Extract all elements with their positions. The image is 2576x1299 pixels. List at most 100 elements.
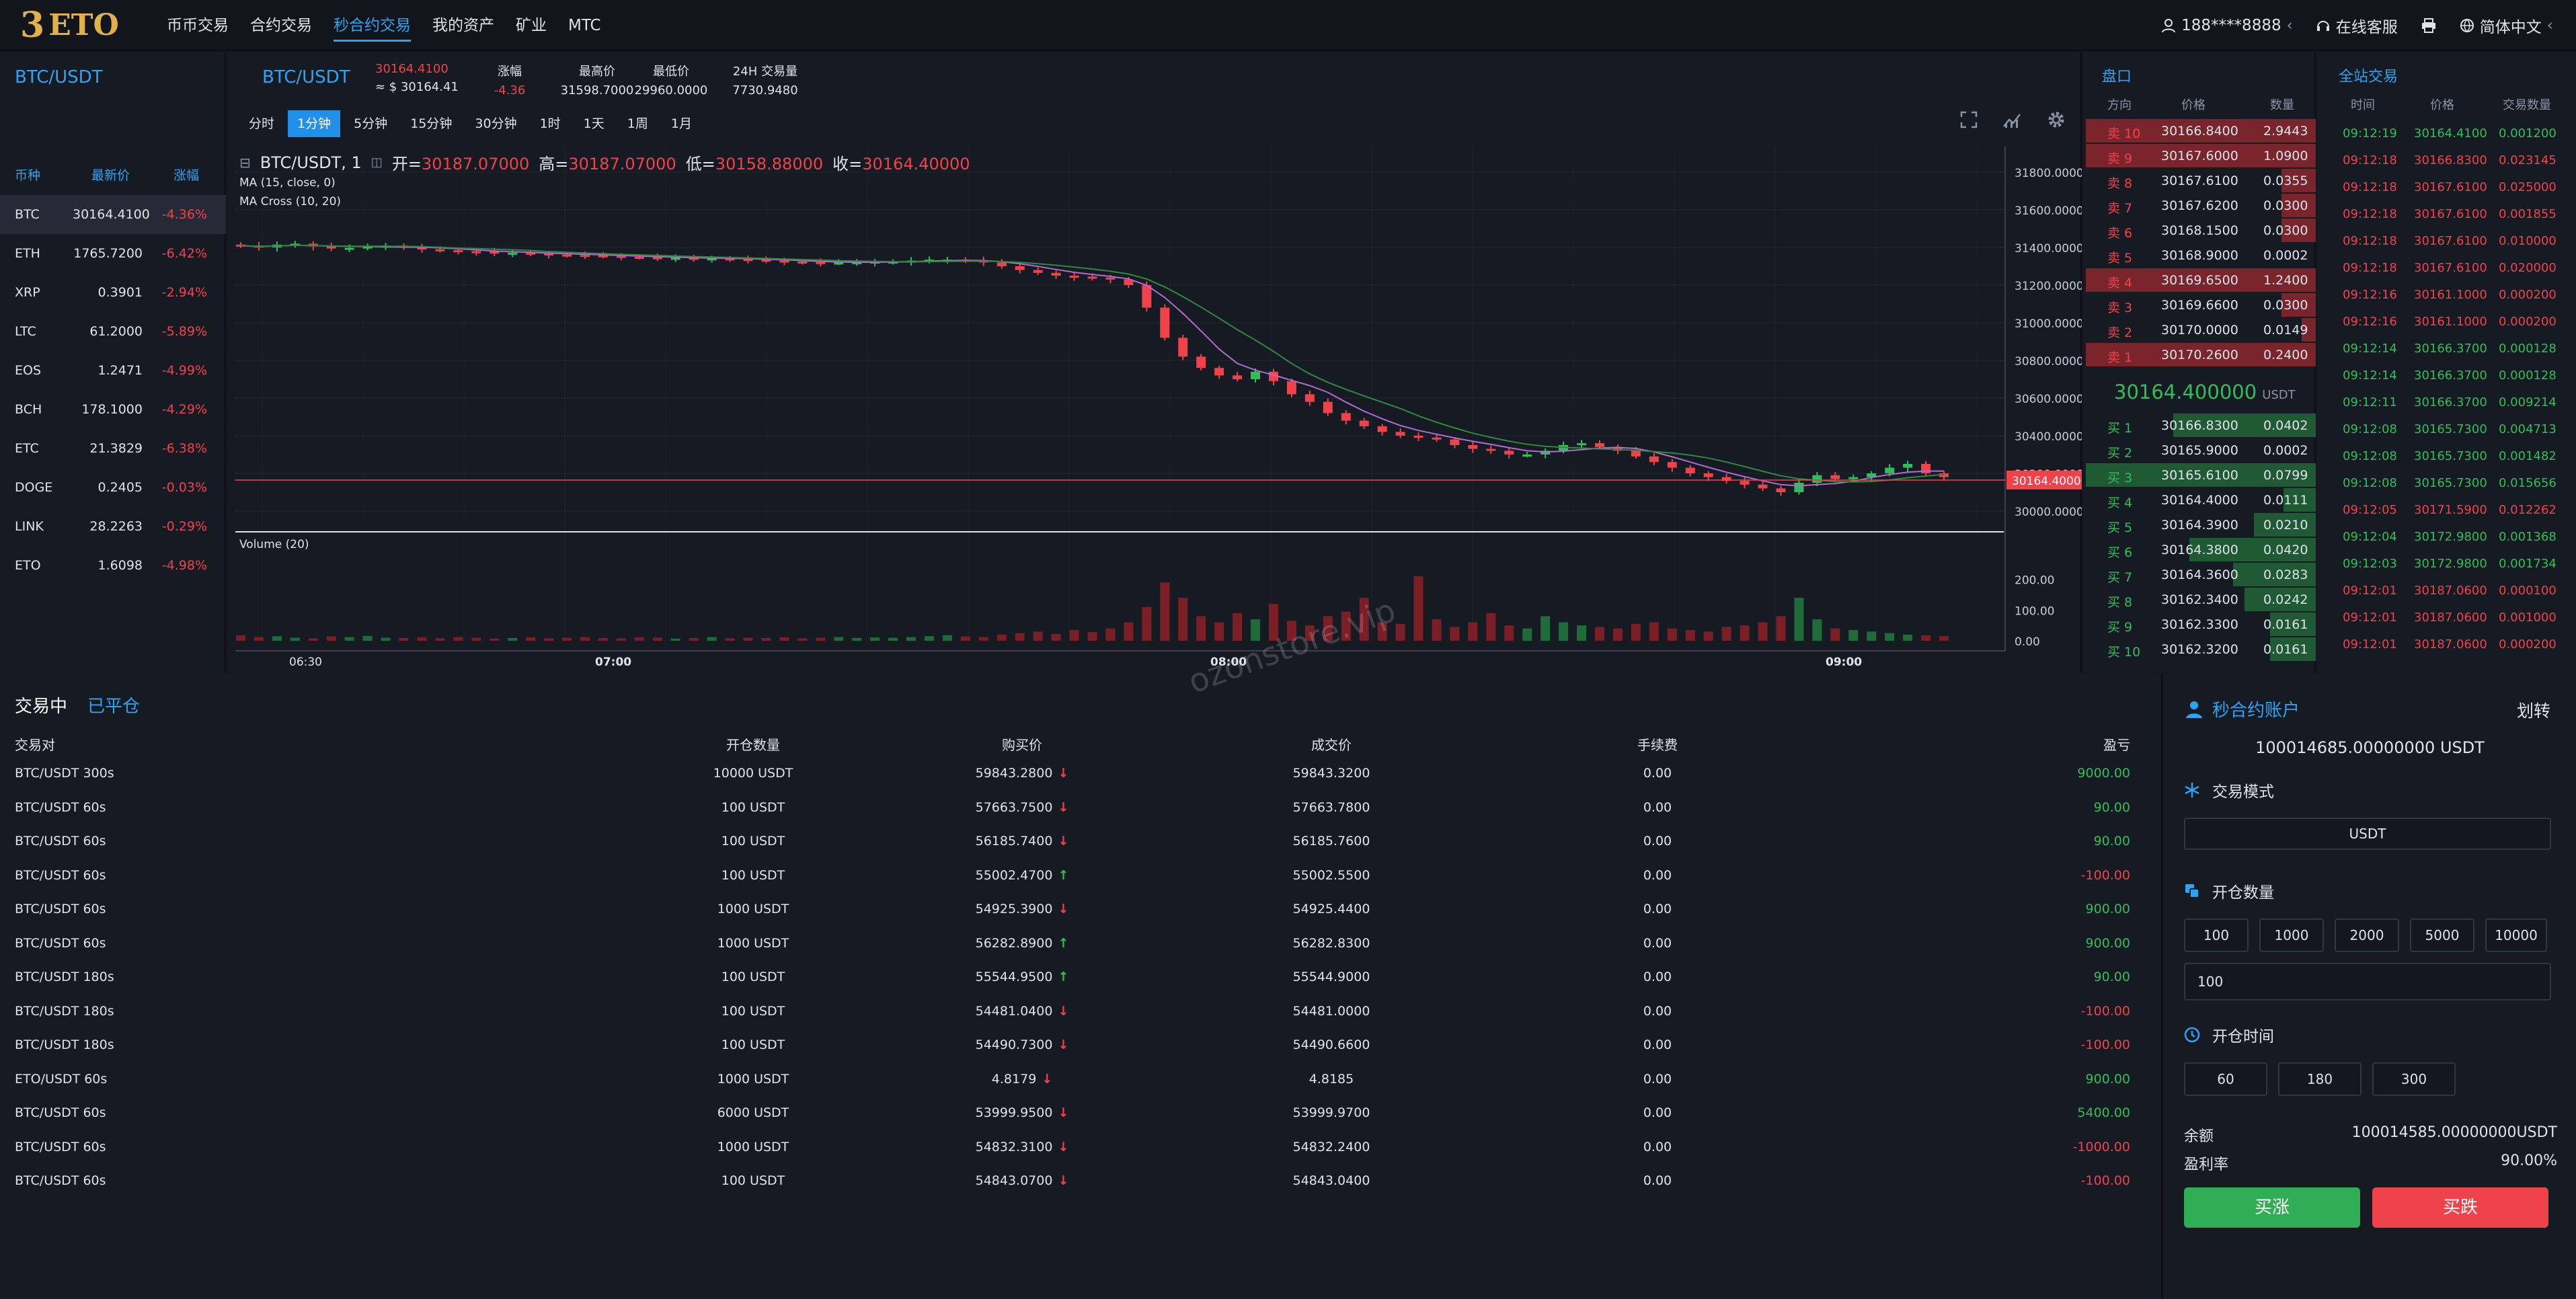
bid-row[interactable]: 买 1 30166.8300 0.0402 bbox=[2083, 413, 2316, 438]
ask-row[interactable]: 卖 4 30169.6500 1.2400 bbox=[2083, 268, 2316, 292]
ticker-low: 29960.0000 bbox=[634, 83, 708, 97]
ticker-pair[interactable]: BTC/USDT bbox=[262, 67, 350, 87]
interval-tab[interactable]: 5分钟 bbox=[354, 116, 388, 131]
qty-option[interactable]: 10000 bbox=[2485, 918, 2547, 952]
gear-icon[interactable] bbox=[2047, 110, 2066, 129]
interval-tab[interactable]: 30分钟 bbox=[475, 116, 517, 131]
interval-tab[interactable]: 1周 bbox=[627, 116, 648, 131]
position-row[interactable]: BTC/USDT 60s 1000 USDT 54925.3900 ↓ 54925.44… bbox=[0, 895, 2162, 929]
nav-mining[interactable]: 矿业 bbox=[516, 17, 547, 34]
nav-assets[interactable]: 我的资产 bbox=[432, 17, 494, 34]
trade-price: 30187.0600 bbox=[2414, 637, 2487, 652]
depth-bar bbox=[2281, 169, 2316, 192]
ask-row[interactable]: 卖 10 30166.8400 2.9443 bbox=[2083, 118, 2316, 143]
market-row[interactable]: XRP 0.3901 -2.94% bbox=[0, 273, 226, 312]
interval-tab[interactable]: 1分钟 bbox=[288, 110, 341, 137]
market-row[interactable]: LTC 61.2000 -5.89% bbox=[0, 312, 226, 351]
position-row[interactable]: BTC/USDT 60s 1000 USDT 54832.3100 ↓ 54832.24… bbox=[0, 1133, 2162, 1167]
indicator-ma-cross[interactable]: MA Cross (10, 20) bbox=[239, 195, 342, 208]
position-row[interactable]: BTC/USDT 60s 100 USDT 55002.4700 ↑ 55002.550… bbox=[0, 861, 2162, 895]
position-row[interactable]: BTC/USDT 180s 100 USDT 55544.9500 ↑ 55544.90… bbox=[0, 963, 2162, 996]
bid-row[interactable]: 买 8 30162.3400 0.0242 bbox=[2083, 587, 2316, 612]
ask-row[interactable]: 卖 9 30167.6000 1.0900 bbox=[2083, 143, 2316, 168]
market-row[interactable]: ETH 1765.7200 -6.42% bbox=[0, 234, 226, 273]
chevron-left-icon: ‹ bbox=[2546, 17, 2553, 34]
collapse-icon[interactable]: ⊟ bbox=[239, 154, 251, 171]
indicator-ma[interactable]: MA (15, close, 0) bbox=[239, 176, 336, 190]
volume-bar bbox=[490, 638, 500, 641]
market-row[interactable]: ETC 21.3829 -6.38% bbox=[0, 429, 226, 468]
time-option[interactable]: 180 bbox=[2278, 1062, 2362, 1096]
depth-bar bbox=[2086, 144, 2316, 167]
buy-up-button[interactable]: 买涨 bbox=[2184, 1187, 2360, 1228]
candlestick-chart[interactable]: 31800.00000 31600.00000 31400.00000 31200.0… bbox=[227, 52, 2082, 672]
position-row[interactable]: BTC/USDT 300s 10000 USDT 59843.2800 ↓ 59843.… bbox=[0, 759, 2162, 793]
qty-option[interactable]: 2000 bbox=[2335, 918, 2399, 952]
ask-row[interactable]: 卖 5 30168.9000 0.0002 bbox=[2083, 243, 2316, 268]
fullscreen-icon[interactable] bbox=[1959, 110, 1978, 129]
user-menu[interactable]: 188****8888 ‹ bbox=[2161, 17, 2293, 34]
market-row[interactable]: DOGE 0.2405 -0.03% bbox=[0, 468, 226, 507]
trade-time: 09:12:18 bbox=[2343, 180, 2397, 194]
qty-option[interactable]: 1000 bbox=[2259, 918, 2324, 952]
market-row[interactable]: LINK 28.2263 -0.29% bbox=[0, 507, 226, 546]
ask-row[interactable]: 卖 3 30169.6600 0.0300 bbox=[2083, 292, 2316, 317]
qty-option[interactable]: 100 bbox=[2184, 918, 2249, 952]
transfer-button[interactable]: 划转 bbox=[2516, 701, 2550, 721]
tab-closed[interactable]: 已平仓 bbox=[87, 697, 141, 717]
online-service[interactable]: 在线客服 bbox=[2316, 14, 2398, 37]
bid-row[interactable]: 买 6 30164.3800 0.0420 bbox=[2083, 537, 2316, 562]
nav-mtc[interactable]: MTC bbox=[568, 17, 601, 34]
position-row[interactable]: BTC/USDT 180s 100 USDT 54490.7300 ↓ 54490.66… bbox=[0, 1031, 2162, 1064]
ask-row[interactable]: 卖 8 30167.6100 0.0355 bbox=[2083, 168, 2316, 193]
buy-down-button[interactable]: 买跌 bbox=[2372, 1187, 2548, 1228]
account-title[interactable]: 秒合约账户 bbox=[2212, 701, 2300, 721]
logo[interactable]: 3 ETO bbox=[20, 7, 119, 44]
nav-second-contract[interactable]: 秒合约交易 bbox=[323, 0, 422, 51]
bid-row[interactable]: 买 10 30162.3200 0.0161 bbox=[2083, 637, 2316, 662]
interval-tab[interactable]: 分时 bbox=[249, 116, 275, 131]
nav-contract[interactable]: 合约交易 bbox=[250, 17, 312, 34]
qty-input[interactable]: 100 bbox=[2184, 963, 2551, 1000]
bid-row[interactable]: 买 7 30164.3600 0.0283 bbox=[2083, 562, 2316, 587]
indicator-icon[interactable] bbox=[2002, 110, 2023, 129]
position-row[interactable]: BTC/USDT 60s 100 USDT 56185.7400 ↓ 56185.760… bbox=[0, 827, 2162, 861]
interval-tab[interactable]: 15分钟 bbox=[410, 116, 453, 131]
tab-trading[interactable]: 交易中 bbox=[15, 697, 68, 717]
time-option[interactable]: 60 bbox=[2184, 1062, 2267, 1096]
bid-row[interactable]: 买 5 30164.3900 0.0210 bbox=[2083, 512, 2316, 537]
position-row[interactable]: BTC/USDT 60s 100 USDT 54843.0700 ↓ 54843.040… bbox=[0, 1167, 2162, 1200]
interval-tab[interactable]: 1天 bbox=[583, 116, 604, 131]
interval-tab[interactable]: 1月 bbox=[670, 116, 692, 131]
bid-row[interactable]: 买 4 30164.4000 0.0111 bbox=[2083, 487, 2316, 512]
indicator-volume[interactable]: Volume (20) bbox=[239, 538, 309, 551]
market-row[interactable]: BTC 30164.4100 -4.36% bbox=[0, 195, 226, 234]
mode-select[interactable]: USDT bbox=[2184, 818, 2551, 850]
ask-row[interactable]: 卖 7 30167.6200 0.0300 bbox=[2083, 193, 2316, 218]
nav-spot[interactable]: 币币交易 bbox=[167, 17, 229, 34]
bid-row[interactable]: 买 2 30165.9000 0.0002 bbox=[2083, 438, 2316, 463]
buy-price-value: 54481.0400 bbox=[975, 1003, 1053, 1019]
language-select[interactable]: 简体中文 ‹ bbox=[2460, 14, 2553, 37]
ask-row[interactable]: 卖 1 30170.2600 0.2400 bbox=[2083, 342, 2316, 367]
time-option[interactable]: 300 bbox=[2372, 1062, 2456, 1096]
book-side: 买 5 bbox=[2107, 520, 2133, 535]
ask-row[interactable]: 卖 2 30170.0000 0.0149 bbox=[2083, 317, 2316, 342]
book-price: 30167.6100 bbox=[2161, 173, 2238, 188]
eye-icon[interactable]: ◫ bbox=[370, 155, 383, 169]
position-row[interactable]: BTC/USDT 180s 100 USDT 54481.0400 ↓ 54481.00… bbox=[0, 997, 2162, 1031]
qty-option[interactable]: 5000 bbox=[2410, 918, 2474, 952]
market-row[interactable]: BCH 178.1000 -4.29% bbox=[0, 390, 226, 429]
volume-bar bbox=[870, 637, 880, 641]
print-button[interactable] bbox=[2421, 18, 2437, 33]
position-row[interactable]: ETO/USDT 60s 1000 USDT 4.8179 ↓ 4.8185 0.00 90… bbox=[0, 1065, 2162, 1099]
interval-tab[interactable]: 1时 bbox=[539, 116, 561, 131]
ask-row[interactable]: 卖 6 30168.1500 0.0300 bbox=[2083, 218, 2316, 243]
bid-row[interactable]: 买 3 30165.6100 0.0799 bbox=[2083, 463, 2316, 487]
market-row[interactable]: EOS 1.2471 -4.99% bbox=[0, 351, 226, 390]
market-row[interactable]: ETO 1.6098 -4.98% bbox=[0, 546, 226, 585]
position-row[interactable]: BTC/USDT 60s 6000 USDT 53999.9500 ↓ 53999.97… bbox=[0, 1099, 2162, 1132]
bid-row[interactable]: 买 9 30162.3300 0.0161 bbox=[2083, 612, 2316, 637]
position-row[interactable]: BTC/USDT 60s 1000 USDT 56282.8900 ↑ 56282.83… bbox=[0, 929, 2162, 963]
position-row[interactable]: BTC/USDT 60s 100 USDT 57663.7500 ↓ 57663.780… bbox=[0, 793, 2162, 827]
